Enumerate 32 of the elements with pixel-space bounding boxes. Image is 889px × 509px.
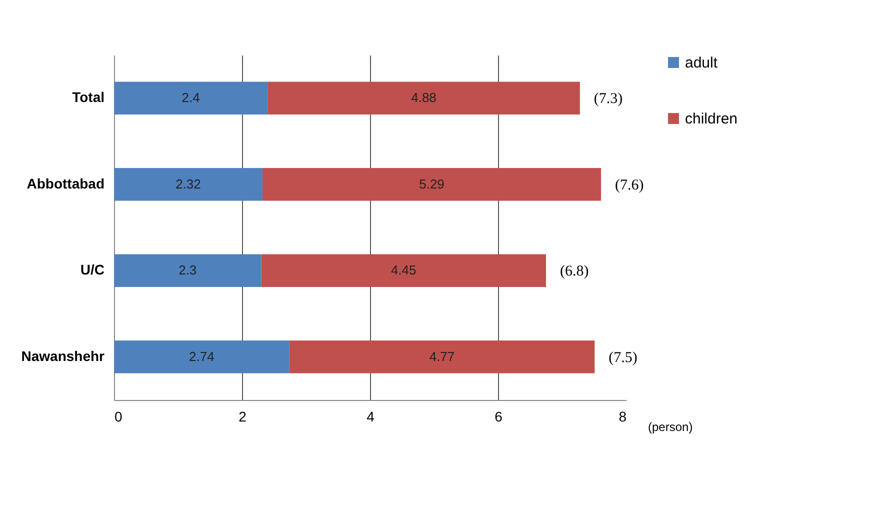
data-label: 2.74 [189,348,214,364]
data-label: 4.77 [429,348,455,364]
bar [268,82,580,115]
y-tick-label: Abbottabad [26,175,104,192]
y-tick-label: Nawanshehr [21,348,106,364]
data-label: 5.29 [419,176,444,192]
legend-label: children [685,110,738,128]
data-label: 2.32 [176,176,201,192]
bar [114,340,290,374]
x-tick-label: 4 [366,408,375,424]
data-label: 4.88 [411,90,436,106]
bar [114,254,262,288]
total-label: (6.8) [560,264,589,280]
bar [262,168,602,201]
bar [261,254,546,288]
total-label: (7.6) [615,177,644,194]
x-tick-label: 0 [114,408,122,424]
bar [114,168,262,201]
bar [114,82,268,115]
legend-label: adult [685,54,718,72]
total-label: (7.5) [608,350,638,366]
x-tick-label: 2 [238,408,247,424]
data-label: 4.45 [390,262,416,278]
data-label: 2.3 [178,262,197,278]
x-tick-label: 8 [618,408,627,424]
x-axis-title: (person) [648,420,693,434]
y-tick-label: U/C [80,262,104,278]
total-label: (7.3) [594,91,623,108]
bar [289,340,595,374]
data-label: 2.4 [182,90,200,106]
x-tick-label: 6 [494,408,503,424]
y-tick-label: Total [72,89,104,106]
